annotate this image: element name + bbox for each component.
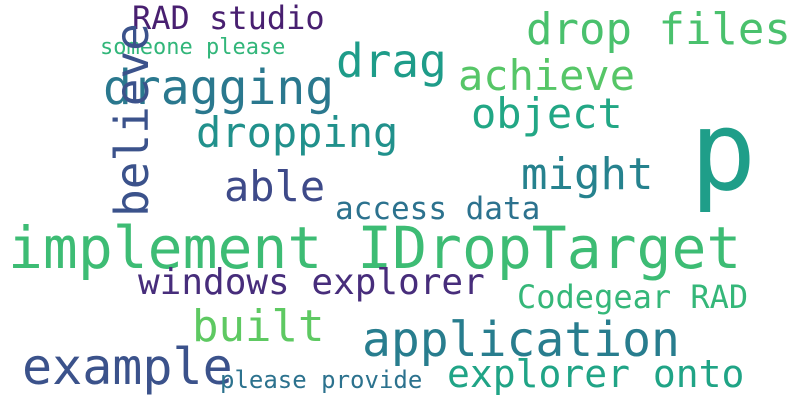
word-dropping: dropping [196, 108, 399, 157]
word-explorer-onto: explorer onto [447, 352, 745, 396]
word-example: example [22, 338, 233, 396]
word-might: might [521, 149, 654, 200]
word-application: application [362, 312, 680, 368]
word-please-provide: please provide [220, 366, 423, 394]
word-object: object [471, 89, 623, 138]
word-windows-explorer: windows explorer [138, 262, 485, 303]
word-able: able [224, 162, 326, 211]
word-built: built [192, 301, 325, 352]
word-dragging: dragging [103, 60, 335, 116]
word-codegear-rad: Codegear RAD [517, 278, 749, 316]
word-access-data: access data [335, 191, 541, 227]
word-believe: believe [105, 23, 159, 217]
word-p: p [690, 87, 757, 215]
word-drop-files: drop files [526, 4, 791, 55]
word-rad-studio: RAD studio [132, 0, 325, 37]
word-implement-idroptarget: implement IDropTarget [8, 214, 742, 282]
word-achieve: achieve [458, 51, 636, 100]
word-drag: drag [336, 34, 447, 88]
word-someone-please: someone please [100, 35, 286, 60]
